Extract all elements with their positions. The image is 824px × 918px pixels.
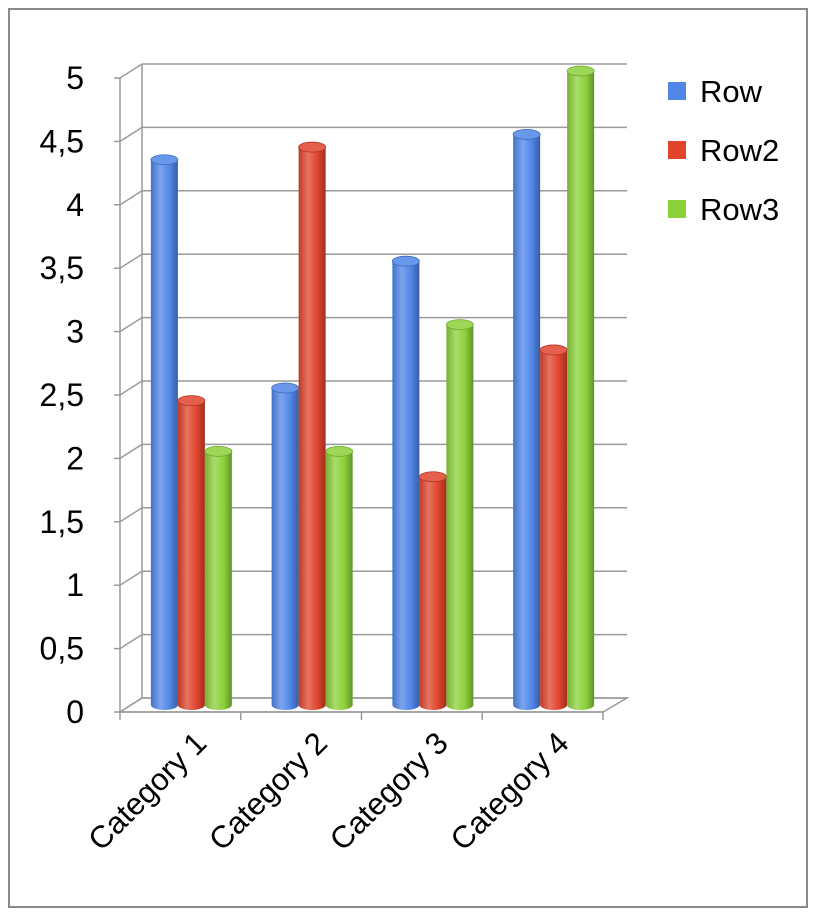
bar-top [325,445,354,457]
gridline-depth [119,633,143,650]
y-tick-label: 1,5 [40,504,84,540]
bar [325,451,353,710]
gridline-depth [119,443,143,460]
bar [392,261,420,710]
bar-top [391,255,420,267]
bars [150,65,595,710]
bar [177,400,205,710]
y-tick-label: 3,5 [40,250,84,286]
y-tick-label: 2 [66,440,84,476]
bar-top [566,65,595,77]
gridline-depth [119,253,143,269]
bar [540,349,568,710]
y-tick-label: 4 [66,187,84,223]
legend-label: Row3 [700,192,779,227]
legend: Row Row2 Row3 [668,74,779,227]
gridline-depth [119,507,143,523]
y-tick-label: 1 [66,567,84,603]
gridline-depth [119,63,143,79]
bar-top [418,471,447,483]
bar [419,476,447,710]
y-tick-label: 4,5 [40,123,84,159]
gridline-depth [119,316,143,333]
gridline-depth [119,126,143,143]
y-tick-label: 0,5 [40,631,84,667]
y-tick-label: 0 [66,694,84,730]
bar [150,159,178,710]
bar [204,451,232,710]
y-tick-label: 3 [66,314,84,350]
bar-top [512,128,541,140]
x-tick-label: Category 4 [444,725,576,857]
y-tick-label: 2,5 [40,377,84,413]
gridline-depth [119,570,143,586]
bar-top [271,382,300,394]
x-tick-label: Category 2 [202,725,334,857]
bar-top [204,445,233,457]
legend-swatch [668,141,686,159]
bar-top [539,344,568,356]
bar [567,71,595,710]
y-tick-labels: 0 0,5 1 1,5 2 2,5 3 3,5 4 4,5 5 [40,60,84,730]
gridline-depth [119,380,143,396]
x-tick-label: Category 3 [323,725,455,857]
gridline-depth [119,190,143,206]
x-tick-label: Category 1 [81,725,213,857]
bar-top [177,395,206,407]
bar [298,147,326,710]
legend-label: Row [700,74,763,109]
bar [271,388,299,710]
bar-top [150,154,179,166]
bar-top [298,141,327,153]
bar [446,324,474,710]
legend-swatch [668,200,686,218]
bar [513,134,541,710]
bar-top [445,319,474,331]
legend-label: Row2 [700,133,779,168]
legend-swatch [668,82,686,100]
y-tick-label: 5 [66,60,84,96]
axes [114,64,630,720]
